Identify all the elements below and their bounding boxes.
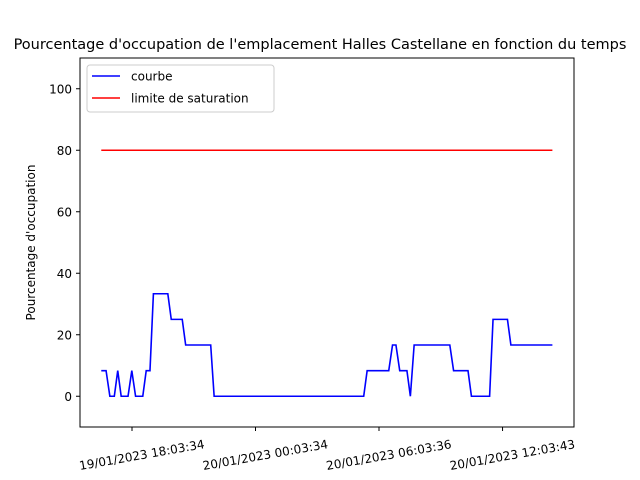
y-tick-label: 0: [64, 390, 72, 404]
legend-label-0: courbe: [131, 70, 172, 84]
plot-frame: [79, 57, 575, 428]
legend-label-1: limite de saturation: [131, 92, 249, 106]
legend: courbe limite de saturation: [86, 64, 275, 113]
chart-title: Pourcentage d'occupation de l'emplacemen…: [14, 37, 627, 53]
y-tick-label: 60: [57, 205, 72, 219]
y-tick-label: 100: [49, 82, 72, 96]
series-line-0: [101, 292, 553, 398]
y-tick-label: 80: [57, 144, 72, 158]
legend-box: [86, 64, 275, 113]
y-tick-label: 40: [57, 267, 72, 281]
y-axis: 0 20 40 60 80 100: [49, 82, 80, 404]
plot-area: [101, 149, 553, 398]
y-tick-label: 20: [57, 328, 72, 342]
y-axis-label: Pourcentage d'occupation: [24, 165, 38, 321]
